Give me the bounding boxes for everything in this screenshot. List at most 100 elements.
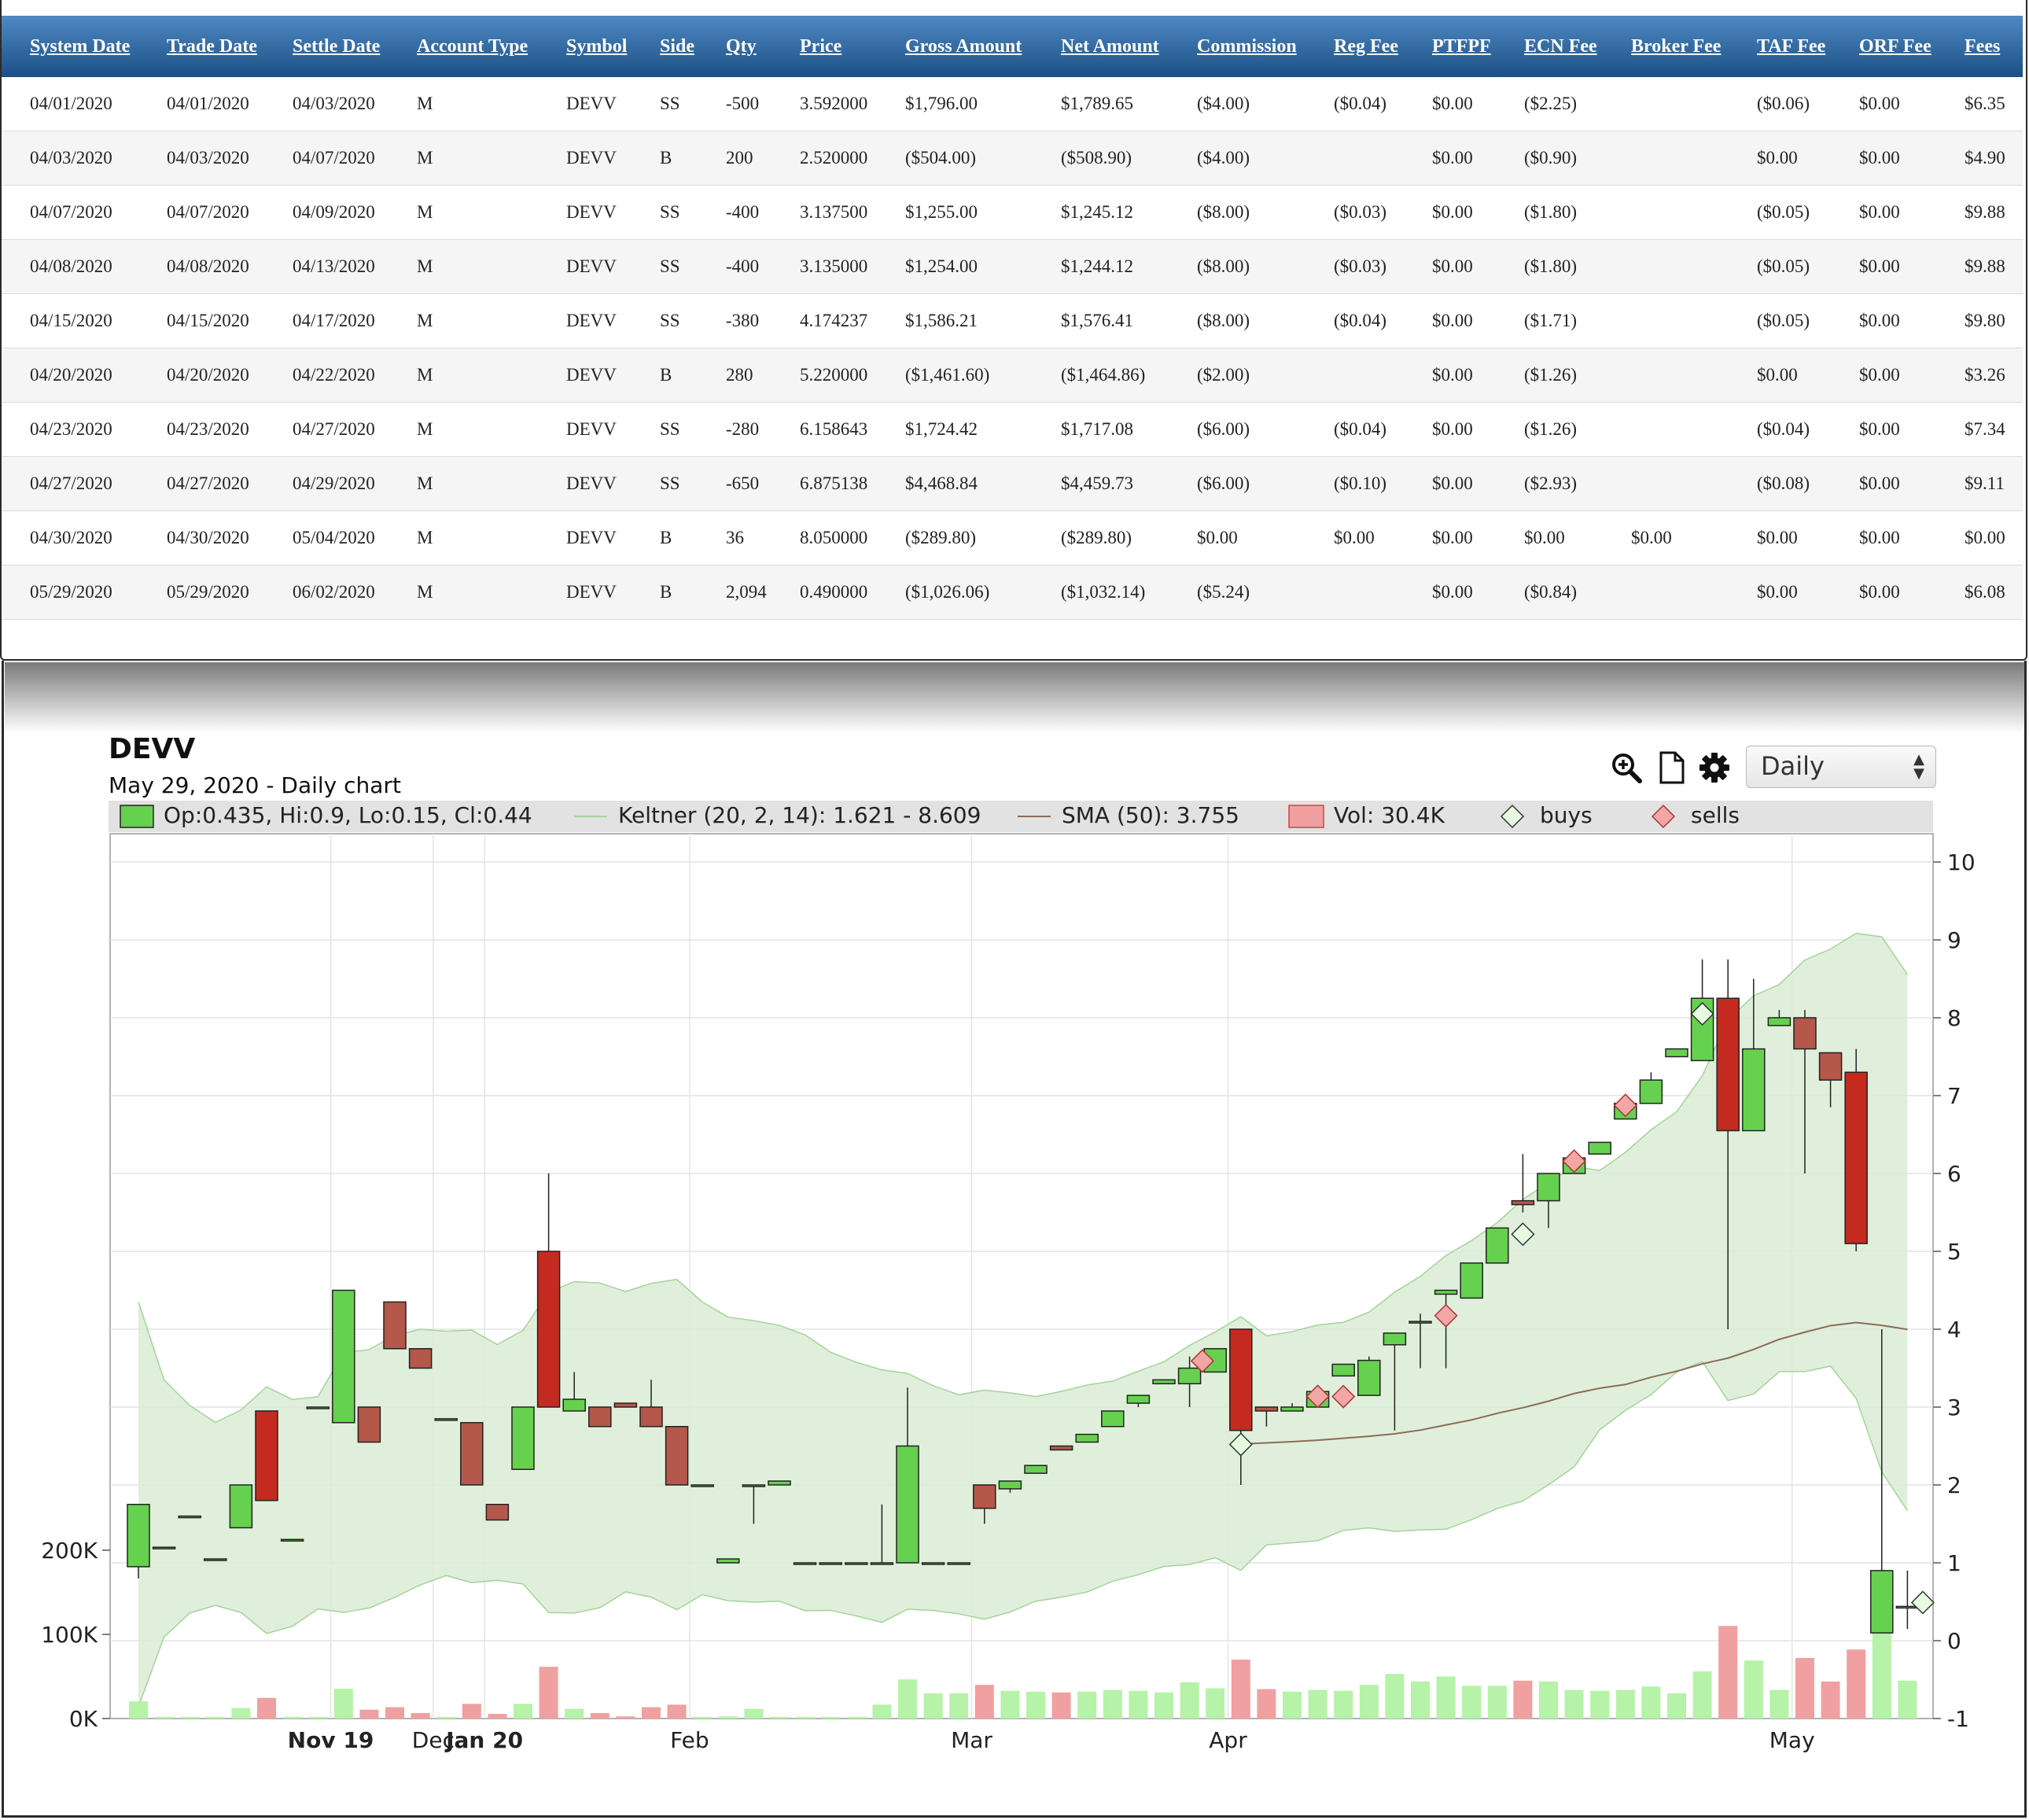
cell-net-amount: $1,245.12: [1061, 185, 1197, 240]
candle: [896, 1445, 919, 1564]
candle: [460, 1422, 484, 1486]
cell-account-type: M: [417, 185, 566, 240]
column-header-reg-fee[interactable]: Reg Fee: [1334, 16, 1432, 77]
cell-reg-fee: ($0.04): [1334, 402, 1432, 457]
column-header-orf-fee[interactable]: ORF Fee: [1859, 16, 1965, 77]
cell-system-date: 04/01/2020: [2, 77, 167, 131]
cell-ptfpf: $0.00: [1432, 565, 1524, 620]
cell-gross-amount: ($289.80): [905, 510, 1061, 566]
select-arrows-icon: ▲ ▼: [1913, 751, 1924, 782]
buy-marker: [1690, 1001, 1714, 1026]
cell-commission: ($8.00): [1197, 239, 1334, 294]
cell-gross-amount: $1,255.00: [905, 185, 1061, 240]
cell-orf-fee: $0.00: [1859, 565, 1965, 620]
cell-symbol: DEVV: [566, 348, 660, 403]
table-row[interactable]: 04/07/2020 04/07/2020 04/09/2020 M DEVV SS -40…: [2, 185, 2023, 240]
cell-orf-fee: $0.00: [1859, 77, 1965, 131]
cell-ptfpf: $0.00: [1432, 402, 1524, 457]
candle: [947, 1562, 970, 1565]
column-header-settle-date[interactable]: Settle Date: [293, 16, 417, 77]
table-row[interactable]: 04/01/2020 04/01/2020 04/03/2020 M DEVV SS -50…: [2, 77, 2023, 131]
cell-qty: 280: [726, 348, 800, 403]
document-icon[interactable]: [1655, 750, 1689, 785]
volume-bar: [1769, 1689, 1789, 1719]
candle: [1049, 1445, 1073, 1451]
volume-bar: [385, 1707, 404, 1719]
cell-fees: $9.88: [1965, 239, 2023, 294]
table-row[interactable]: 04/20/2020 04/20/2020 04/22/2020 M DEVV B 280 5…: [2, 348, 2023, 403]
cell-settle-date: 04/22/2020: [293, 348, 417, 403]
volume-bar: [1898, 1680, 1917, 1719]
table-row[interactable]: 04/03/2020 04/03/2020 04/07/2020 M DEVV B 200 2…: [2, 131, 2023, 186]
cell-reg-fee: ($0.03): [1334, 185, 1432, 240]
column-header-price[interactable]: Price: [800, 16, 905, 77]
cell-taf-fee: $0.00: [1757, 510, 1859, 566]
candle: [1383, 1332, 1407, 1346]
price-axis-label: 3: [1947, 1394, 1961, 1420]
candle: [1152, 1379, 1176, 1385]
column-header-fees[interactable]: Fees: [1965, 16, 2023, 77]
column-header-taf-fee[interactable]: TAF Fee: [1757, 16, 1859, 77]
column-header-ptfpf[interactable]: PTFPF: [1432, 16, 1524, 77]
table-row[interactable]: 04/27/2020 04/27/2020 04/29/2020 M DEVV SS -65…: [2, 456, 2023, 511]
column-header-ecn-fee[interactable]: ECN Fee: [1524, 16, 1631, 77]
candle: [1075, 1433, 1099, 1443]
candle: [998, 1480, 1022, 1490]
volume-bar: [1231, 1660, 1250, 1719]
column-header-side[interactable]: Side: [660, 16, 726, 77]
column-header-gross-amount[interactable]: Gross Amount: [905, 16, 1061, 77]
table-row[interactable]: 04/15/2020 04/15/2020 04/17/2020 M DEVV SS -38…: [2, 293, 2023, 348]
candle: [690, 1484, 714, 1487]
sell-marker: [1562, 1149, 1586, 1173]
cell-net-amount: ($508.90): [1061, 131, 1197, 186]
column-header-system-date[interactable]: System Date: [2, 16, 167, 77]
volume-bar: [257, 1697, 276, 1719]
volume-bar: [1872, 1627, 1891, 1719]
candle: [1254, 1406, 1279, 1412]
gear-icon[interactable]: [1697, 750, 1732, 785]
cell-system-date: 04/03/2020: [2, 131, 167, 186]
table-row[interactable]: 04/30/2020 04/30/2020 05/04/2020 M DEVV B 36 8.…: [2, 510, 2023, 566]
candle: [357, 1406, 381, 1443]
candle: [870, 1562, 894, 1565]
cell-fees: $0.00: [1965, 510, 2023, 566]
candle: [1742, 1048, 1766, 1132]
column-header-net-amount[interactable]: Net Amount: [1061, 16, 1197, 77]
column-header-commission[interactable]: Commission: [1197, 16, 1334, 77]
cell-trade-date: 05/29/2020: [167, 565, 293, 620]
volume-bar: [1359, 1685, 1379, 1719]
column-header-account-type[interactable]: Account Type: [417, 16, 566, 77]
cell-ptfpf: $0.00: [1432, 456, 1524, 511]
cell-commission: $0.00: [1197, 510, 1334, 566]
candle: [1486, 1227, 1509, 1264]
legend-ohlc: Op:0.435, Hi:0.9, Lo:0.15, Cl:0.44: [164, 802, 532, 828]
candle: [1126, 1394, 1151, 1404]
column-header-broker-fee[interactable]: Broker Fee: [1631, 16, 1757, 77]
date-axis-label: May: [1769, 1727, 1815, 1753]
cell-reg-fee: ($0.03): [1334, 239, 1432, 294]
cell-ecn-fee: ($1.26): [1524, 402, 1631, 457]
cell-gross-amount: $4,468.84: [905, 456, 1061, 511]
volume-bar: [872, 1704, 892, 1719]
candle: [1101, 1410, 1125, 1428]
table-row[interactable]: 04/08/2020 04/08/2020 04/13/2020 M DEVV SS -40…: [2, 239, 2023, 294]
cell-ecn-fee: ($1.80): [1524, 239, 1631, 294]
price-axis-label: 10: [1947, 849, 1976, 875]
column-header-symbol[interactable]: Symbol: [566, 16, 660, 77]
table-row[interactable]: 04/23/2020 04/23/2020 04/27/2020 M DEVV SS -28…: [2, 402, 2023, 457]
cell-orf-fee: $0.00: [1859, 456, 1965, 511]
volume-bar: [436, 1716, 456, 1719]
price-axis-label: 8: [1947, 1005, 1961, 1031]
volume-bar: [462, 1704, 481, 1719]
candle: [1229, 1328, 1253, 1431]
volume-bar: [514, 1704, 532, 1719]
zoom-in-icon[interactable]: [1609, 750, 1644, 785]
column-header-trade-date[interactable]: Trade Date: [167, 16, 293, 77]
cell-orf-fee: $0.00: [1859, 131, 1965, 186]
column-header-qty[interactable]: Qty: [726, 16, 800, 77]
volume-bar: [1103, 1689, 1122, 1719]
period-select[interactable]: Daily ▲ ▼: [1746, 746, 1936, 788]
table-row[interactable]: 05/29/2020 05/29/2020 06/02/2020 M DEVV B 2,09…: [2, 565, 2023, 620]
volume-bar: [821, 1716, 841, 1719]
